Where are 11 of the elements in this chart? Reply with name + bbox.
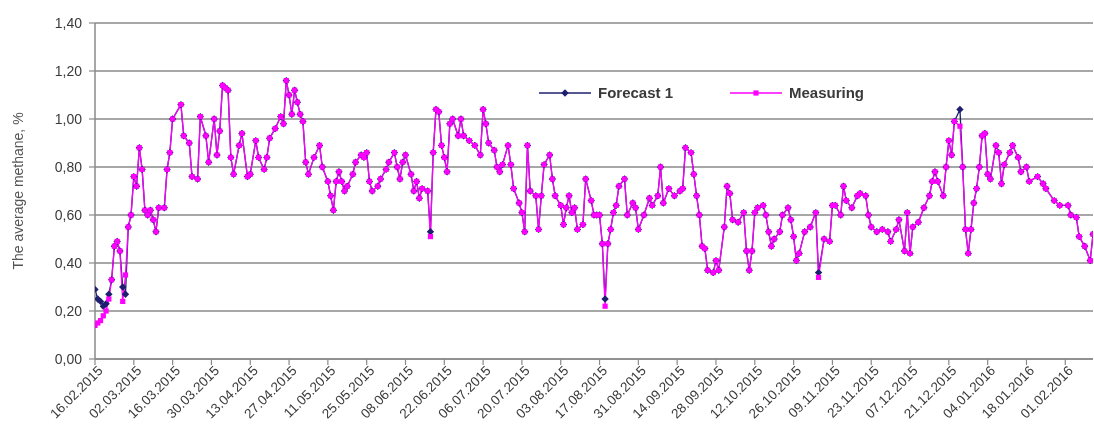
y-tick-label: 0,00 xyxy=(54,350,83,367)
y-tick-label: 0,20 xyxy=(54,302,83,319)
y-tick-label: 0,60 xyxy=(54,206,83,223)
y-tick-label: 0,40 xyxy=(54,254,83,271)
y-tick-label: 1,20 xyxy=(54,62,83,79)
legend-label: Measuring xyxy=(789,84,865,101)
y-tick-label: 1,00 xyxy=(54,110,83,127)
y-tick-label: 1,40 xyxy=(54,14,83,31)
y-axis-title: The average methane, % xyxy=(10,112,26,270)
legend-label: Forecast 1 xyxy=(597,84,674,101)
y-tick-label: 0,80 xyxy=(54,158,83,175)
